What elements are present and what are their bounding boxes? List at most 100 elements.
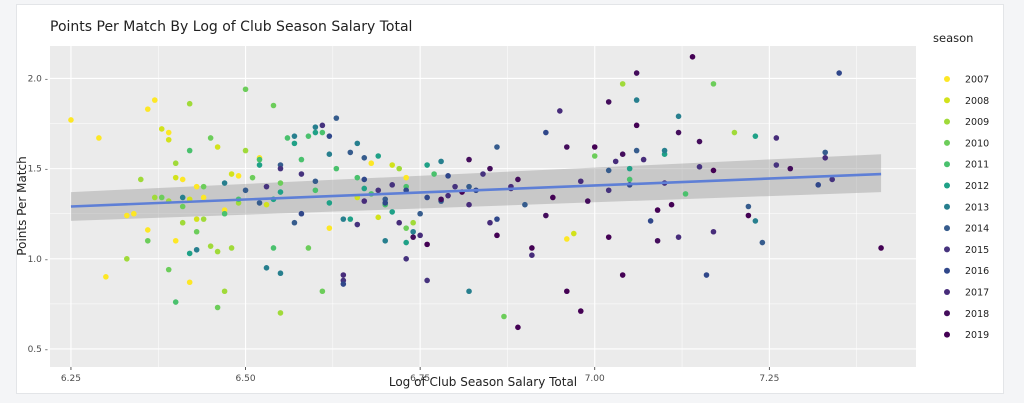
data-point-2017: [557, 108, 563, 114]
data-point-2008: [375, 214, 382, 221]
data-point-2009: [619, 81, 626, 87]
data-point-2017: [340, 272, 347, 278]
data-point-2007: [200, 194, 207, 201]
data-point-2011: [431, 171, 437, 177]
data-point-2016: [361, 176, 368, 183]
data-point-2018: [438, 196, 444, 203]
data-point-2010: [501, 313, 507, 320]
data-point-2016: [494, 216, 500, 222]
x-tick-label: 6.25: [61, 374, 81, 384]
data-point-2008: [165, 136, 172, 143]
data-point-2017: [466, 201, 472, 208]
data-point-2013: [326, 151, 333, 158]
legend-label-2009: 2009: [965, 117, 989, 128]
data-point-2008: [172, 174, 179, 181]
data-point-2014: [633, 147, 640, 154]
data-point-2015: [452, 183, 458, 190]
data-point-2013: [193, 246, 200, 253]
data-point-2016: [403, 187, 409, 194]
x-tick-label: 7.00: [585, 374, 605, 384]
data-point-2015: [773, 162, 780, 168]
data-point-2012: [256, 162, 263, 168]
data-point-2016: [382, 200, 389, 206]
data-point-2012: [626, 165, 633, 172]
plot-panel: [50, 46, 916, 367]
data-point-2018: [410, 234, 416, 240]
data-point-2016: [815, 182, 822, 188]
data-point-2015: [298, 171, 305, 177]
data-point-2012: [347, 216, 354, 222]
legend-key-2014: [944, 225, 950, 232]
x-axis-title: Log of Club Season Salary Total: [389, 375, 577, 389]
data-point-2012: [424, 162, 430, 168]
data-point-2009: [200, 216, 207, 222]
legend-key-2016: [944, 267, 950, 274]
legend-key-2018: [944, 310, 950, 317]
legend-key-2015: [944, 246, 950, 253]
data-point-2013: [179, 194, 186, 201]
data-point-2018: [619, 151, 626, 158]
data-point-2016: [340, 281, 347, 287]
data-point-2014: [759, 239, 766, 246]
data-point-2009: [179, 219, 186, 226]
legend-label-2016: 2016: [965, 266, 989, 277]
data-point-2008: [570, 230, 577, 237]
data-point-2016: [543, 129, 549, 136]
data-point-2013: [221, 180, 228, 186]
legend-label-2007: 2007: [965, 75, 989, 86]
data-point-2010: [242, 86, 249, 93]
data-point-2018: [466, 156, 472, 163]
data-point-2013: [277, 270, 284, 277]
data-point-2013: [675, 113, 682, 120]
data-point-2019: [619, 272, 626, 278]
legend-key-2007: [944, 76, 950, 82]
y-tick-label: 2.0 -: [28, 74, 48, 84]
data-point-2013: [661, 147, 668, 154]
data-point-2011: [333, 165, 340, 172]
data-point-2014: [291, 219, 298, 226]
data-point-2018: [696, 138, 703, 145]
legend-key-2009: [944, 118, 950, 125]
data-point-2008: [158, 126, 165, 132]
data-point-2015: [605, 187, 612, 194]
y-tick-label: 0.5 -: [28, 345, 48, 355]
data-point-2014: [361, 155, 368, 161]
data-point-2017: [396, 219, 402, 226]
data-point-2007: [144, 227, 151, 233]
data-point-2009: [410, 219, 416, 226]
data-point-2016: [326, 133, 333, 139]
legend-key-2017: [944, 289, 950, 295]
data-point-2017: [710, 228, 717, 235]
data-point-2007: [235, 173, 242, 179]
data-point-2018: [515, 176, 521, 183]
data-point-2011: [172, 299, 179, 305]
data-point-2019: [745, 212, 752, 219]
data-point-2019: [515, 324, 521, 331]
data-point-2018: [675, 129, 682, 136]
data-point-2009: [396, 165, 402, 172]
data-point-2010: [270, 102, 277, 109]
data-point-2011: [256, 156, 263, 163]
data-point-2019: [591, 144, 598, 150]
data-point-2014: [822, 149, 829, 156]
data-point-2014: [256, 200, 263, 206]
legend-label-2008: 2008: [965, 96, 989, 107]
data-point-2016: [703, 272, 710, 278]
data-point-2013: [752, 218, 759, 224]
y-axis-ticks: 0.5 - 1.0 - 1.5 - 2.0 -: [28, 74, 48, 355]
data-point-2007: [124, 212, 130, 219]
data-point-2010: [710, 81, 717, 87]
data-point-2019: [878, 245, 884, 251]
data-point-2010: [403, 225, 409, 231]
data-point-2010: [319, 288, 326, 295]
data-point-2013: [291, 133, 298, 139]
data-point-2009: [186, 100, 193, 107]
legend-key-2012: [944, 182, 950, 189]
data-point-2018: [605, 99, 612, 105]
data-point-2019: [494, 232, 500, 239]
legend-label-2015: 2015: [965, 245, 989, 256]
data-point-2012: [326, 200, 333, 206]
legend-title: season: [933, 31, 973, 45]
data-point-2017: [773, 135, 780, 141]
data-point-2019: [424, 241, 430, 248]
